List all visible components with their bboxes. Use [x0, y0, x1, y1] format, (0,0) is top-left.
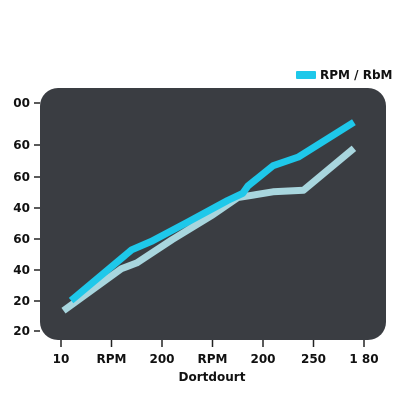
x-tick-label: 250 — [301, 352, 326, 366]
y-tick-label: 20 — [13, 324, 30, 338]
legend: RPM / RbM — [296, 68, 393, 82]
y-axis: 00 60 60 40 60 40 20 20 — [13, 96, 40, 338]
series-layer — [61, 119, 357, 314]
x-tick-label: 200 — [149, 352, 174, 366]
y-tick-label: 40 — [13, 201, 30, 215]
x-tick-label: 200 — [250, 352, 275, 366]
x-axis-title: Dortdourt — [179, 370, 246, 384]
y-tick-label: 60 — [13, 170, 30, 184]
x-axis: 10 RPM 200 RPM 200 250 1 80 — [53, 340, 379, 366]
legend-label: RPM / RbM — [320, 68, 393, 82]
y-tick-label: 20 — [13, 294, 30, 308]
y-tick-label: 60 — [13, 138, 30, 152]
series-line-primary — [68, 119, 356, 304]
y-tick-label: 40 — [13, 263, 30, 277]
x-tick-label: 1 80 — [349, 352, 378, 366]
x-tick-label: RPM — [97, 352, 127, 366]
series-line-secondary — [61, 145, 357, 314]
y-tick-label: 60 — [13, 232, 30, 246]
legend-swatch — [296, 71, 316, 79]
x-tick-label: RPM — [198, 352, 228, 366]
x-tick-label: 10 — [53, 352, 70, 366]
y-tick-label: 00 — [13, 96, 30, 110]
